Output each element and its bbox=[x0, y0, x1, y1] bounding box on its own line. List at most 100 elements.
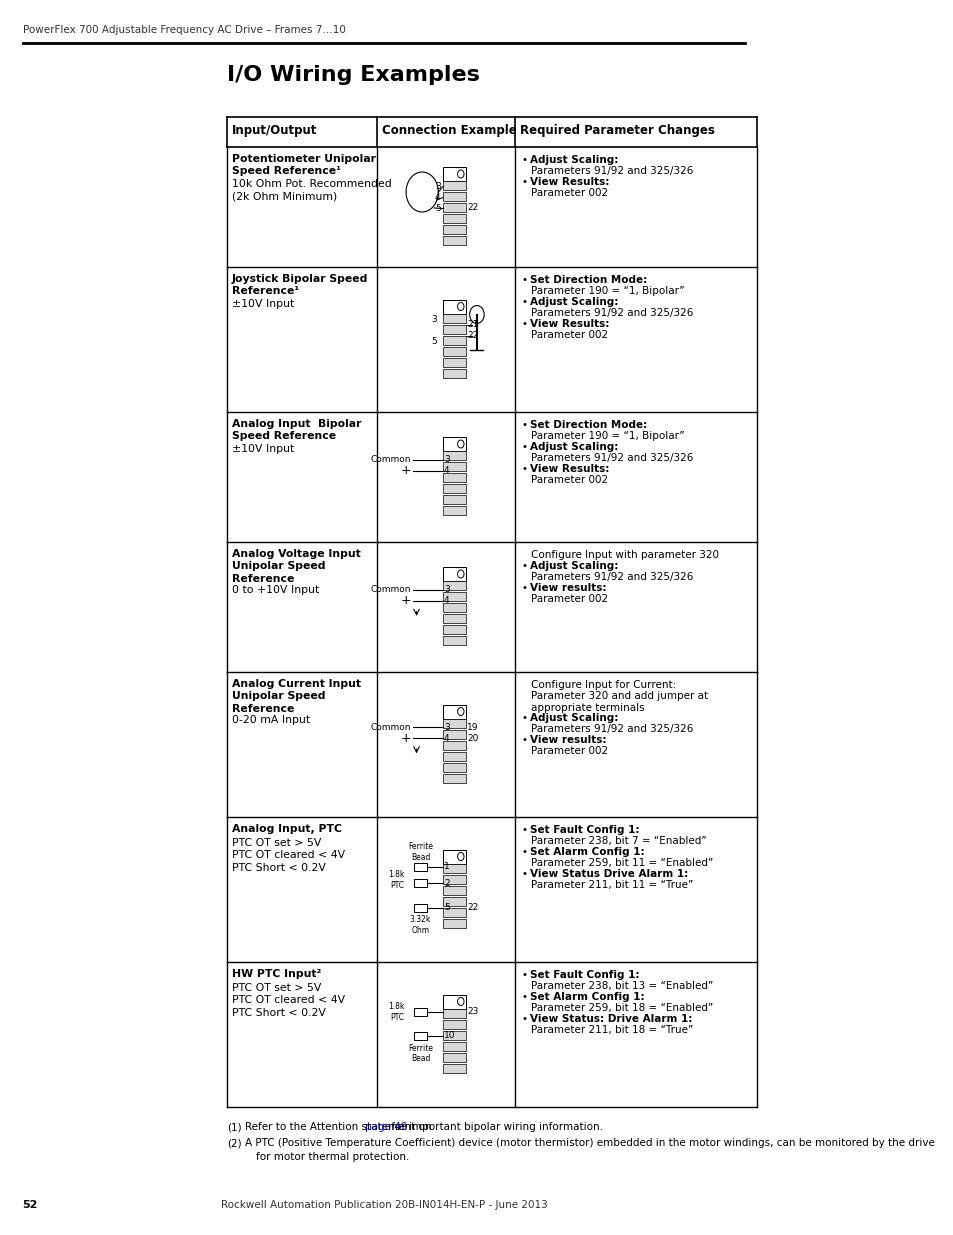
Bar bbox=[442, 1052, 465, 1062]
Text: •: • bbox=[521, 992, 527, 1002]
Bar bbox=[442, 1009, 465, 1018]
Bar bbox=[442, 719, 465, 727]
Text: 3: 3 bbox=[443, 456, 449, 464]
Text: (1): (1) bbox=[227, 1123, 241, 1132]
Bar bbox=[442, 850, 465, 863]
Bar bbox=[414, 1032, 427, 1040]
Text: •: • bbox=[521, 442, 527, 452]
Text: 10: 10 bbox=[443, 1031, 455, 1041]
Bar bbox=[442, 885, 465, 894]
Text: 1.8k
PTC: 1.8k PTC bbox=[388, 871, 404, 889]
Text: 22: 22 bbox=[467, 331, 478, 340]
Bar bbox=[442, 567, 465, 580]
Text: 5: 5 bbox=[443, 903, 449, 911]
Text: 5: 5 bbox=[431, 336, 436, 346]
Bar bbox=[442, 730, 465, 739]
Bar bbox=[442, 506, 465, 515]
Text: 3: 3 bbox=[443, 722, 449, 732]
Text: Set Fault Config 1:: Set Fault Config 1: bbox=[529, 969, 639, 981]
Text: Set Alarm Config 1:: Set Alarm Config 1: bbox=[529, 992, 643, 1002]
Text: Parameter 211, bit 18 = “True”: Parameter 211, bit 18 = “True” bbox=[531, 1025, 693, 1035]
Text: Parameter 190 = “1, Bipolar”: Parameter 190 = “1, Bipolar” bbox=[531, 431, 684, 441]
Text: Potentiometer Unipolar
Speed Reference¹: Potentiometer Unipolar Speed Reference¹ bbox=[232, 154, 375, 177]
Text: Adjust Scaling:: Adjust Scaling: bbox=[529, 156, 618, 165]
Text: 1: 1 bbox=[443, 862, 449, 872]
Bar bbox=[442, 897, 465, 905]
Bar bbox=[442, 368, 465, 378]
Bar bbox=[442, 357, 465, 367]
Text: for motor thermal protection.: for motor thermal protection. bbox=[255, 1152, 409, 1162]
Bar bbox=[442, 1063, 465, 1072]
Text: Parameter 259, bit 11 = “Enabled”: Parameter 259, bit 11 = “Enabled” bbox=[531, 858, 713, 868]
Bar bbox=[442, 762, 465, 772]
Text: •: • bbox=[521, 275, 527, 285]
Text: Common: Common bbox=[370, 585, 411, 594]
Text: ±10V Input: ±10V Input bbox=[232, 445, 294, 454]
Text: View Results:: View Results: bbox=[529, 177, 608, 186]
Text: •: • bbox=[521, 847, 527, 857]
Bar bbox=[414, 879, 427, 887]
Bar bbox=[442, 191, 465, 201]
Bar bbox=[442, 614, 465, 622]
Text: 22: 22 bbox=[467, 903, 478, 911]
Text: Analog Current Input
Unipolar Speed
Reference: Analog Current Input Unipolar Speed Refe… bbox=[232, 679, 360, 714]
Text: Adjust Scaling:: Adjust Scaling: bbox=[529, 561, 618, 571]
Text: Analog Input, PTC: Analog Input, PTC bbox=[232, 824, 341, 834]
Bar bbox=[442, 325, 465, 333]
Bar bbox=[414, 863, 427, 871]
Text: •: • bbox=[521, 713, 527, 722]
Text: 5: 5 bbox=[435, 204, 440, 212]
Text: View Status: Drive Alarm 1:: View Status: Drive Alarm 1: bbox=[529, 1014, 691, 1024]
Text: 2: 2 bbox=[443, 879, 449, 888]
Text: Parameter 002: Parameter 002 bbox=[531, 746, 608, 756]
Text: Required Parameter Changes: Required Parameter Changes bbox=[519, 124, 714, 137]
Bar bbox=[442, 462, 465, 471]
Text: Parameter 211, bit 11 = “True”: Parameter 211, bit 11 = “True” bbox=[531, 881, 693, 890]
Text: Set Direction Mode:: Set Direction Mode: bbox=[529, 275, 646, 285]
Text: •: • bbox=[521, 464, 527, 474]
Text: Ferrite
Bead: Ferrite Bead bbox=[408, 842, 433, 862]
Text: 3.32k
Ohm: 3.32k Ohm bbox=[410, 915, 431, 935]
Text: Parameter 002: Parameter 002 bbox=[531, 330, 608, 340]
Bar bbox=[442, 1041, 465, 1051]
Text: for important bipolar wiring information.: for important bipolar wiring information… bbox=[388, 1123, 602, 1132]
Bar bbox=[442, 484, 465, 493]
Text: Adjust Scaling:: Adjust Scaling: bbox=[529, 296, 618, 308]
Text: Refer to the Attention statement on: Refer to the Attention statement on bbox=[244, 1123, 434, 1132]
Text: 0-20 mA Input: 0-20 mA Input bbox=[232, 715, 310, 725]
Text: PowerFlex 700 Adjustable Frequency AC Drive – Frames 7…10: PowerFlex 700 Adjustable Frequency AC Dr… bbox=[23, 25, 345, 35]
Text: Ferrite
Bead: Ferrite Bead bbox=[408, 1044, 433, 1063]
Text: Parameter 002: Parameter 002 bbox=[531, 594, 608, 604]
Text: Analog Voltage Input
Unipolar Speed
Reference: Analog Voltage Input Unipolar Speed Refe… bbox=[232, 550, 360, 584]
Bar bbox=[442, 473, 465, 482]
Text: •: • bbox=[521, 869, 527, 879]
Bar bbox=[442, 741, 465, 750]
Text: •: • bbox=[521, 1014, 527, 1024]
Text: 23: 23 bbox=[467, 1008, 478, 1016]
Text: •: • bbox=[521, 561, 527, 571]
Text: HW PTC Input²: HW PTC Input² bbox=[232, 969, 321, 979]
Text: Parameter 002: Parameter 002 bbox=[531, 188, 608, 198]
Text: ±10V Input: ±10V Input bbox=[232, 299, 294, 309]
Text: •: • bbox=[521, 420, 527, 430]
Text: 10k Ohm Pot. Recommended
(2k Ohm Minimum): 10k Ohm Pot. Recommended (2k Ohm Minimum… bbox=[232, 179, 391, 201]
Text: View results:: View results: bbox=[529, 735, 605, 745]
Text: View Status Drive Alarm 1:: View Status Drive Alarm 1: bbox=[529, 869, 687, 879]
Text: Parameters 91/92 and 325/326: Parameters 91/92 and 325/326 bbox=[531, 308, 693, 317]
Text: Parameter 002: Parameter 002 bbox=[531, 475, 608, 485]
Text: Parameters 91/92 and 325/326: Parameters 91/92 and 325/326 bbox=[531, 165, 693, 177]
Bar bbox=[442, 182, 465, 190]
Bar bbox=[442, 336, 465, 345]
Bar bbox=[442, 314, 465, 322]
Text: •: • bbox=[521, 296, 527, 308]
Text: Parameter 238, bit 13 = “Enabled”: Parameter 238, bit 13 = “Enabled” bbox=[531, 981, 713, 990]
Text: Analog Input  Bipolar
Speed Reference: Analog Input Bipolar Speed Reference bbox=[232, 419, 361, 441]
Text: 4: 4 bbox=[435, 193, 440, 203]
Text: (2): (2) bbox=[227, 1137, 241, 1149]
Text: 0 to +10V Input: 0 to +10V Input bbox=[232, 585, 318, 595]
Bar bbox=[442, 863, 465, 872]
Bar bbox=[442, 994, 465, 1009]
Text: •: • bbox=[521, 969, 527, 981]
Text: 20: 20 bbox=[467, 734, 478, 742]
Bar bbox=[442, 919, 465, 927]
